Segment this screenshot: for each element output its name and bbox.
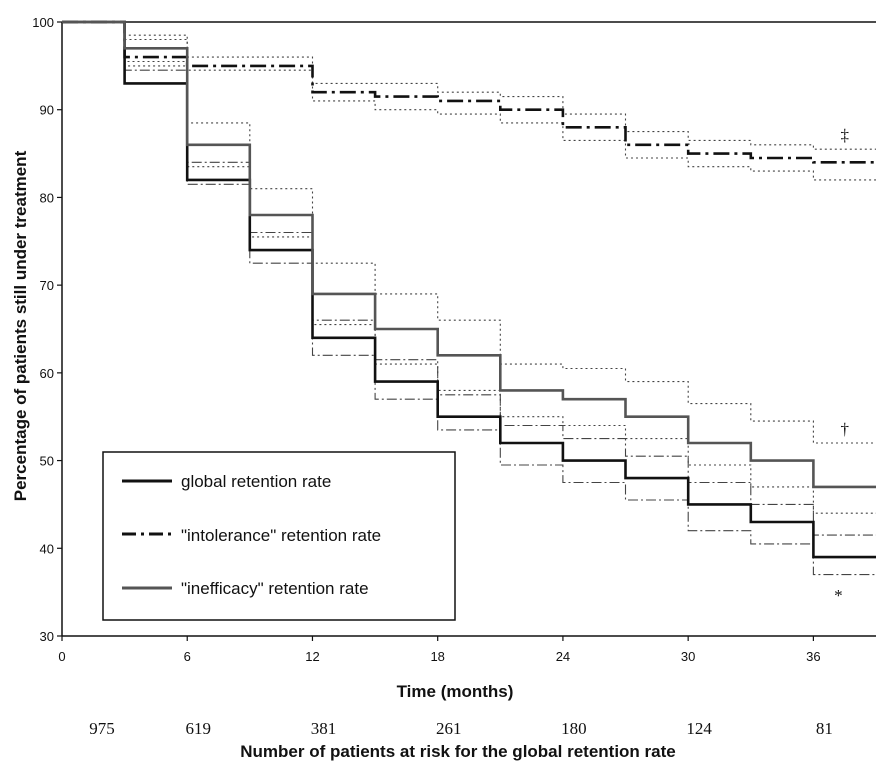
significance-markers: ‡ † *	[834, 125, 849, 605]
plot-frame	[61, 21, 876, 637]
x-tick-label: 0	[58, 649, 65, 664]
x-tick-label: 36	[806, 649, 820, 664]
y-tick-label: 90	[40, 103, 54, 118]
significance-marker: ‡	[840, 125, 849, 144]
confidence-band-upper	[62, 21, 876, 150]
significance-marker: *	[834, 586, 843, 605]
y-tick-label: 30	[40, 629, 54, 644]
at-risk-count: 619	[185, 719, 211, 738]
y-tick-label: 100	[32, 15, 54, 30]
at-risk-count: 975	[89, 719, 115, 738]
at-risk-count: 180	[561, 719, 587, 738]
x-axis-ticks: 0 6 12 18 24 30 36	[58, 636, 821, 664]
confidence-band-lower	[62, 21, 876, 576]
x-tick-label: 18	[430, 649, 444, 664]
at-risk-count: 124	[686, 719, 712, 738]
x-tick-label: 6	[184, 649, 191, 664]
y-axis-ticks: 30 40 50 60 70 80 90 100	[32, 15, 62, 644]
legend-label-inefficacy: "inefficacy" retention rate	[181, 579, 369, 598]
confidence-band-upper	[62, 21, 876, 444]
y-tick-label: 50	[40, 454, 54, 469]
y-tick-label: 40	[40, 541, 54, 556]
intolerance-retention-line	[62, 20, 876, 164]
x-tick-label: 12	[305, 649, 319, 664]
legend: global retention rate "intolerance" rete…	[102, 451, 456, 621]
x-tick-label: 30	[681, 649, 695, 664]
significance-marker: †	[840, 419, 849, 438]
confidence-bands	[62, 21, 876, 576]
at-risk-count: 81	[816, 719, 833, 738]
legend-label-intolerance: "intolerance" retention rate	[181, 526, 381, 545]
series-lines	[62, 20, 876, 559]
y-tick-label: 70	[40, 278, 54, 293]
legend-label-global: global retention rate	[181, 472, 331, 491]
confidence-band-lower	[62, 21, 876, 181]
confidence-band-upper	[62, 21, 876, 536]
at-risk-count: 381	[311, 719, 337, 738]
global-retention-line	[62, 20, 876, 559]
x-axis-title: Time (months)	[397, 682, 514, 701]
y-tick-label: 60	[40, 366, 54, 381]
inefficacy-retention-line	[62, 20, 876, 489]
confidence-band-lower	[62, 21, 876, 514]
y-axis-title: Percentage of patients still under treat…	[11, 150, 30, 501]
x-tick-label: 24	[556, 649, 570, 664]
at-risk-row: 975 619 381 261 180 124 81	[89, 719, 833, 738]
y-tick-label: 80	[40, 190, 54, 205]
at-risk-count: 261	[436, 719, 462, 738]
at-risk-title: Number of patients at risk for the globa…	[240, 742, 675, 761]
